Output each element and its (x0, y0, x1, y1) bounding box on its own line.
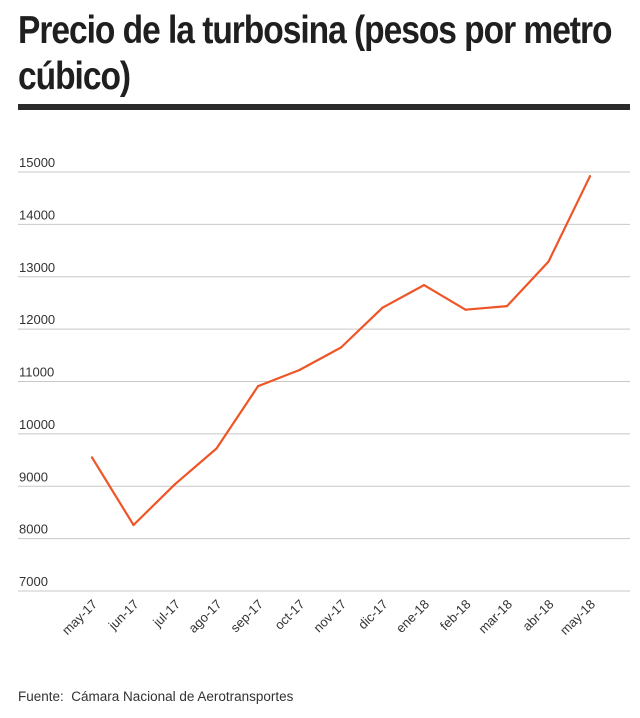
y-tick-label: 12000 (19, 312, 55, 327)
source-note: Fuente: Cámara Nacional de Aerotransport… (18, 689, 293, 704)
x-tick-label: ene-18 (393, 597, 432, 636)
x-tick-label: jun-17 (105, 597, 142, 634)
source-label: Fuente: (18, 689, 64, 704)
data-point (132, 523, 135, 527)
y-tick-label: 10000 (19, 417, 55, 432)
y-tick-label: 14000 (19, 207, 55, 222)
x-tick-label: dic-17 (355, 597, 391, 633)
source-text: Cámara Nacional de Aerotransportes (71, 689, 294, 704)
data-point (256, 385, 260, 388)
data-point (298, 368, 301, 372)
x-tick-label: ago-17 (185, 597, 224, 636)
gridlines (18, 171, 630, 592)
y-tick-label: 15000 (19, 155, 55, 170)
data-point (547, 260, 550, 263)
data-point (505, 304, 509, 308)
y-tick-label: 13000 (19, 260, 55, 275)
series-line-0 (90, 175, 592, 527)
data-point (381, 306, 384, 309)
x-tick-label: feb-18 (437, 597, 474, 634)
data-point (90, 456, 94, 459)
x-tick-label: nov-17 (310, 597, 349, 636)
x-tick-label: oct-17 (271, 597, 307, 633)
y-tick-label: 9000 (19, 469, 48, 484)
x-tick-label: may-18 (557, 597, 598, 638)
data-point (339, 346, 343, 349)
data-point (215, 447, 218, 450)
y-tick-label: 11000 (19, 365, 54, 380)
y-axis-ticks: 15000 14000 13000 12000 11000 10000 9000 8000 70… (19, 155, 55, 589)
x-tick-label: sep-17 (227, 597, 266, 636)
chart-title: Precio de la turbosina (pesos por metro … (18, 9, 612, 98)
data-point (588, 175, 592, 178)
data-point (422, 284, 426, 287)
series-group (90, 175, 592, 527)
x-tick-label: abr-18 (519, 597, 556, 634)
x-tick-label: jul-17 (149, 597, 183, 631)
y-tick-label: 8000 (19, 522, 48, 537)
title-underline (18, 104, 630, 110)
x-axis-ticks: may-17 jun-17 jul-17 ago-17 sep-17 oct-17 nov-… (59, 597, 598, 638)
data-point (173, 483, 177, 486)
y-tick-label: 7000 (19, 574, 48, 589)
x-tick-label: may-17 (59, 597, 100, 638)
x-tick-label: mar-18 (475, 597, 515, 637)
data-point (464, 308, 467, 311)
